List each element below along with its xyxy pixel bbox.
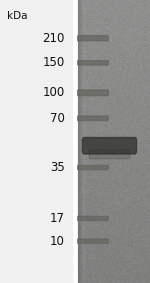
Text: 17: 17 (50, 212, 64, 225)
Text: 100: 100 (42, 86, 64, 99)
Bar (78, 0, 150, 283)
FancyBboxPatch shape (78, 239, 108, 243)
FancyBboxPatch shape (82, 138, 136, 154)
FancyBboxPatch shape (78, 116, 108, 121)
Bar (0, 0, 72, 283)
FancyBboxPatch shape (78, 90, 108, 96)
Text: 70: 70 (50, 112, 64, 125)
Text: 210: 210 (42, 32, 64, 45)
FancyBboxPatch shape (89, 150, 130, 159)
Text: 35: 35 (50, 161, 64, 174)
FancyBboxPatch shape (78, 165, 108, 170)
FancyBboxPatch shape (78, 61, 108, 65)
FancyBboxPatch shape (78, 36, 108, 41)
Text: kDa: kDa (8, 11, 28, 21)
Text: 150: 150 (42, 56, 64, 69)
Text: 10: 10 (50, 235, 64, 248)
FancyBboxPatch shape (78, 216, 108, 221)
